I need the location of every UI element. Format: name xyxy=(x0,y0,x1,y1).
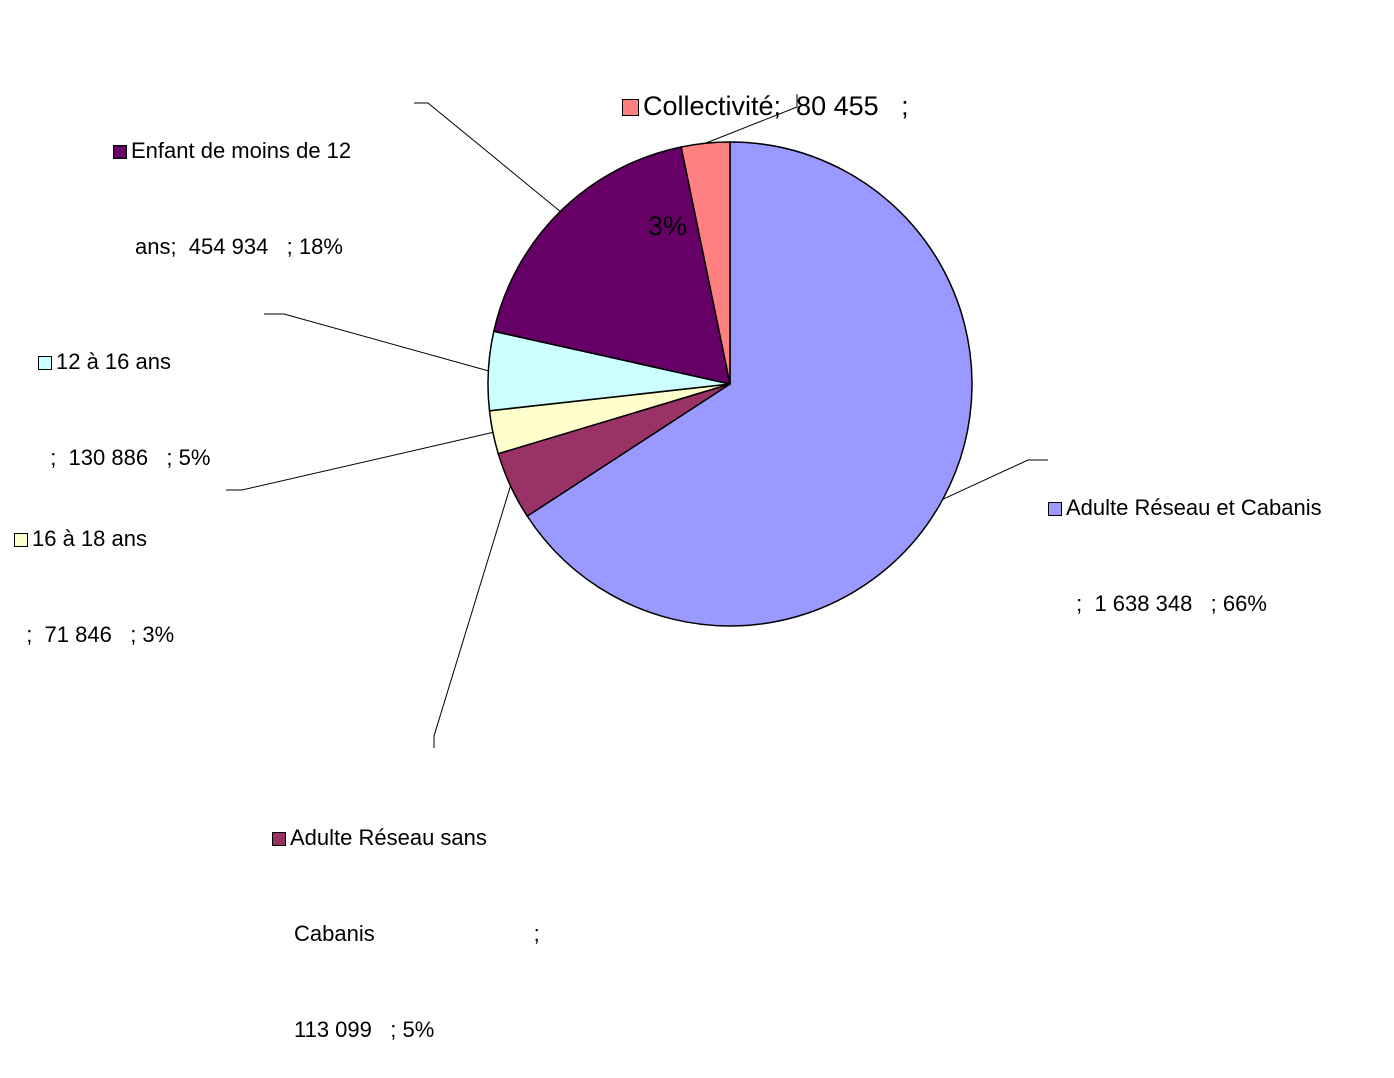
label-12-16-line2: ; 130 886 ; 5% xyxy=(38,445,211,470)
label-adulte-reseau-cabanis-line1: Adulte Réseau et Cabanis xyxy=(1066,495,1322,520)
label-enfant-line1: Enfant de moins de 12 xyxy=(131,138,352,163)
label-16-18-line1: 16 à 18 ans xyxy=(32,526,147,551)
label-adulte-reseau-sans-line2: Cabanis ; xyxy=(294,921,540,946)
pie-slice-adulte_reseau_cabanis xyxy=(526,141,973,627)
label-adulte-reseau-sans-line1: Adulte Réseau sans xyxy=(290,825,487,850)
data-label-enfant: Enfant de moins de 12 ans; 454 934 ; 18% xyxy=(113,71,351,295)
label-adulte-reseau-cabanis-line2: ; 1 638 348 ; 66% xyxy=(1070,591,1267,616)
label-enfant-line2: ans; 454 934 ; 18% xyxy=(135,234,343,259)
data-label-collectivite: Collectivité; 80 455 ; 3% xyxy=(622,6,909,286)
leader-line-ans_12_16 xyxy=(264,313,489,372)
data-label-12-16: 12 à 16 ans ; 130 886 ; 5% xyxy=(38,282,210,506)
pie-slices xyxy=(487,141,973,627)
label-collectivite-line1: Collectivité; 80 455 ; xyxy=(643,91,909,121)
legend-swatch-adulte-reseau-sans xyxy=(272,832,286,846)
leader-line-adulte_reseau_cabanis xyxy=(942,459,1048,500)
legend-swatch-12-16 xyxy=(38,356,52,370)
pie-slice-collectivite xyxy=(680,141,731,385)
leader-lines xyxy=(226,94,1048,748)
data-label-adulte-reseau-cabanis: Adulte Réseau et Cabanis ; 1 638 348 ; 6… xyxy=(1048,428,1322,652)
legend-swatch-enfant xyxy=(113,145,127,159)
legend-swatch-adulte-reseau-cabanis xyxy=(1048,502,1062,516)
data-label-16-18: 16 à 18 ans ; 71 846 ; 3% xyxy=(14,459,174,683)
legend-swatch-collectivite xyxy=(622,99,639,116)
leader-line-collectivite xyxy=(705,94,798,144)
label-adulte-reseau-sans-line3: 113 099 ; 5% xyxy=(294,1017,435,1042)
label-12-16-line1: 12 à 16 ans xyxy=(56,349,171,374)
label-16-18-line2: ; 71 846 ; 3% xyxy=(14,622,175,647)
leader-line-enfant xyxy=(414,102,561,212)
leader-line-ans_16_18 xyxy=(226,431,494,491)
legend-swatch-16-18 xyxy=(14,533,28,547)
pie-chart xyxy=(226,94,1048,748)
leader-line-adulte_reseau_sans xyxy=(433,485,511,748)
label-collectivite-line2: 3% xyxy=(648,211,688,241)
pie-slice-enfant xyxy=(492,146,731,385)
data-label-adulte-reseau-sans: Adulte Réseau sans Cabanis ; 113 099 ; 5… xyxy=(272,758,540,1078)
